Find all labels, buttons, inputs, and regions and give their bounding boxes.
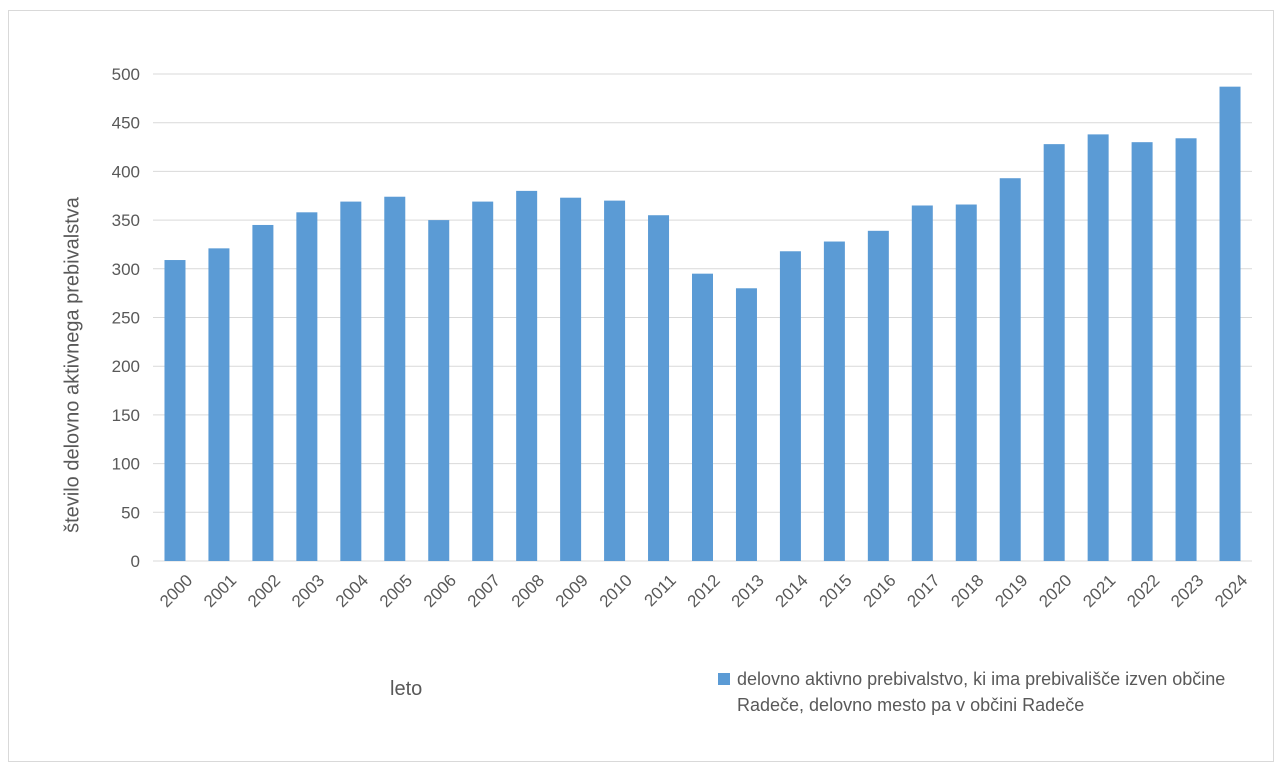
bar-2021 <box>1087 134 1109 561</box>
legend-swatch <box>718 673 730 685</box>
x-tick-label: 2016 <box>859 571 899 611</box>
bar-2020 <box>1043 144 1065 562</box>
bar-2016 <box>867 230 889 561</box>
bar-2024 <box>1219 86 1241 562</box>
bar-2013 <box>735 288 757 561</box>
x-tick-label: 2017 <box>903 571 943 611</box>
y-tick-label: 0 <box>131 552 140 571</box>
x-axis-title: leto <box>390 678 423 700</box>
bar-2015 <box>823 241 845 561</box>
x-tick-label: 2023 <box>1167 571 1207 611</box>
bar-2005 <box>384 196 406 561</box>
x-tick-label: 2012 <box>684 571 724 611</box>
x-tick-label: 2003 <box>288 571 328 611</box>
bar-2017 <box>911 205 933 562</box>
x-tick-label: 2015 <box>816 571 856 611</box>
x-tick-labels: 2000 2001 2002 2003 2004 2005 2006 2007 2008 2009… <box>156 571 1251 611</box>
bar-2009 <box>560 197 582 561</box>
bar-2004 <box>340 201 362 561</box>
bar-2008 <box>516 190 538 561</box>
bar-2010 <box>604 200 626 561</box>
x-tick-label: 2008 <box>508 571 548 611</box>
x-tick-label: 2019 <box>991 571 1031 611</box>
x-tick-label: 2021 <box>1079 571 1119 611</box>
y-tick-label: 150 <box>112 406 140 425</box>
bar-2014 <box>779 251 801 561</box>
x-tick-label: 2022 <box>1123 571 1163 611</box>
bar-2023 <box>1175 138 1197 561</box>
gridlines <box>153 73 1252 562</box>
y-tick-label: 450 <box>112 114 140 133</box>
y-tick-label: 200 <box>112 357 140 376</box>
x-tick-label: 2002 <box>244 571 284 611</box>
legend: delovno aktivno prebivalstvo, ki ima pre… <box>718 666 1238 718</box>
x-tick-label: 2001 <box>200 571 240 611</box>
x-tick-label: 2005 <box>376 571 416 611</box>
bar-2000 <box>164 260 186 561</box>
x-tick-label: 2011 <box>641 571 680 610</box>
x-tick-label: 2013 <box>728 571 768 611</box>
bar-2018 <box>955 204 977 562</box>
bar-2002 <box>252 224 274 561</box>
x-tick-label: 2007 <box>464 571 504 611</box>
x-tick-label: 2009 <box>552 571 592 611</box>
y-tick-label: 50 <box>121 503 140 522</box>
y-tick-label: 100 <box>112 455 140 474</box>
x-tick-label: 2006 <box>420 571 460 611</box>
y-tick-labels: 0 50 100 150 200 250 300 350 400 450 500 <box>112 65 140 571</box>
bar-2003 <box>296 212 318 562</box>
x-tick-label: 2024 <box>1211 571 1251 611</box>
bar-2006 <box>428 220 450 561</box>
bar-2019 <box>999 178 1021 561</box>
y-tick-label: 400 <box>112 162 140 181</box>
x-tick-label: 2004 <box>332 571 372 611</box>
y-tick-label: 250 <box>112 309 140 328</box>
bar-2011 <box>648 215 670 562</box>
bar-2001 <box>208 248 230 561</box>
bar-2007 <box>472 201 494 561</box>
bar-2012 <box>692 273 713 561</box>
y-tick-label: 500 <box>112 65 140 84</box>
bar-2022 <box>1131 142 1153 561</box>
y-tick-label: 350 <box>112 211 140 230</box>
legend-label: delovno aktivno prebivalstvo, ki ima pre… <box>737 669 1226 715</box>
bars <box>164 86 1241 562</box>
x-tick-label: 2018 <box>947 571 987 611</box>
x-tick-label: 2014 <box>772 571 812 611</box>
x-tick-label: 2000 <box>156 571 196 611</box>
x-tick-label: 2020 <box>1035 571 1075 611</box>
x-tick-label: 2010 <box>596 571 636 611</box>
y-axis-title: število delovno aktivnega prebivalstva <box>61 197 84 533</box>
y-tick-label: 300 <box>112 260 140 279</box>
